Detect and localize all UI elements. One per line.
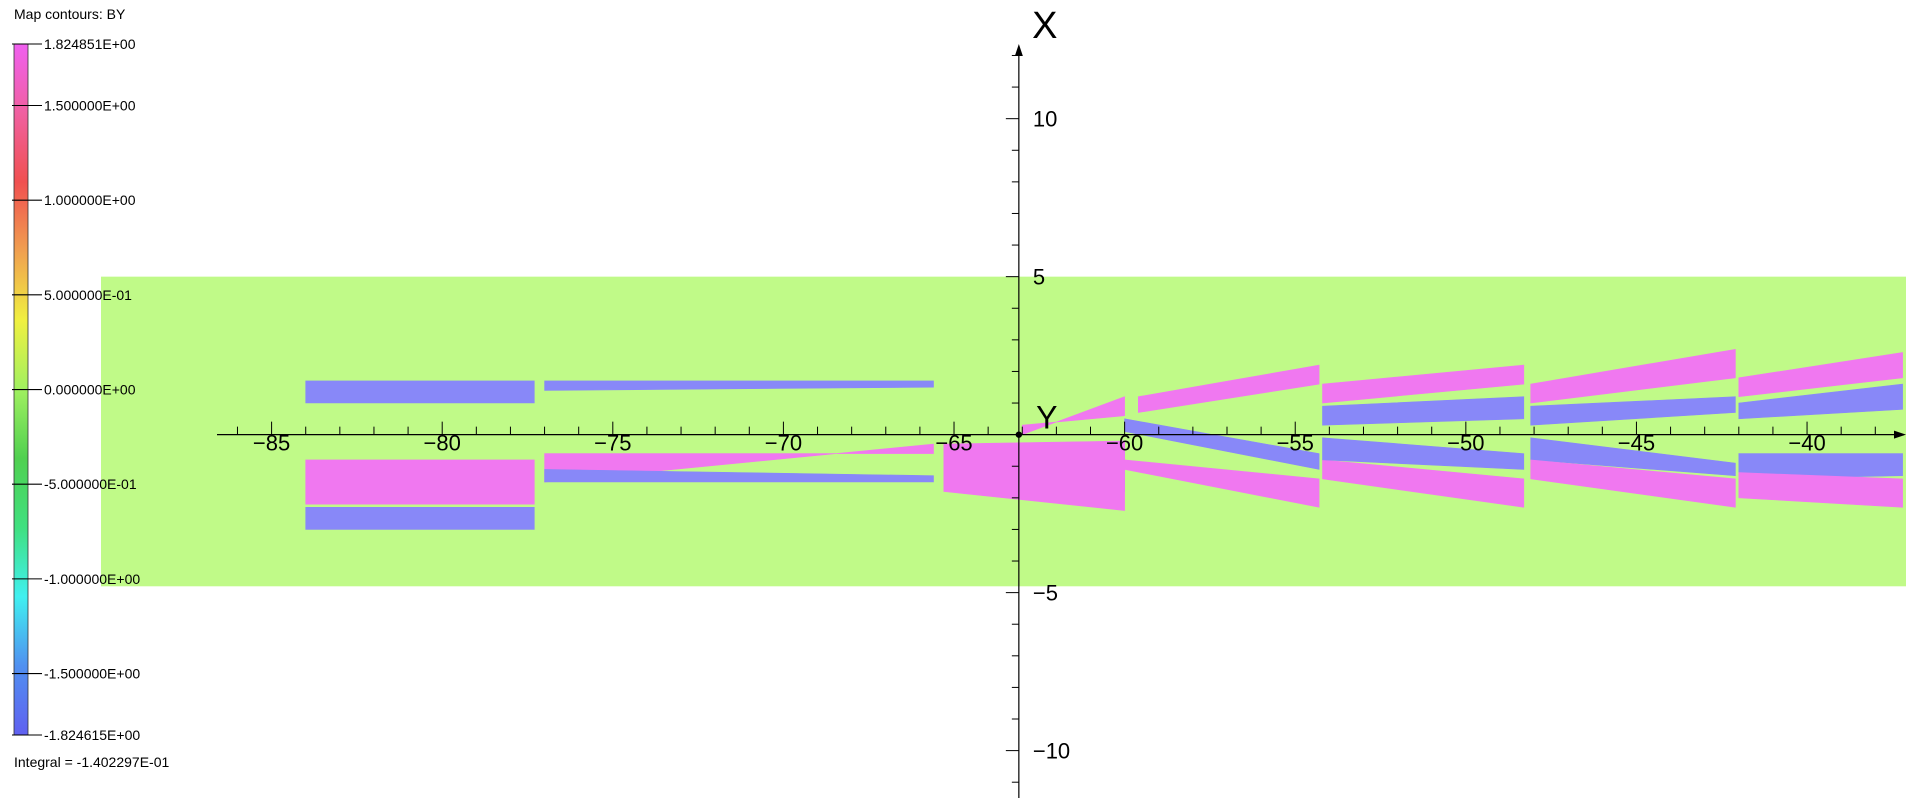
field-region-22 xyxy=(1738,453,1903,480)
field-region-19 xyxy=(1530,459,1736,508)
field-region-21 xyxy=(1738,383,1903,420)
field-region-16 xyxy=(1530,348,1736,404)
colorbar-label: 1.500000E+00 xyxy=(44,98,136,114)
field-region-7 xyxy=(943,440,1125,511)
y-axis-title: Y xyxy=(1036,400,1057,436)
field-region-13 xyxy=(1322,459,1525,508)
field-region-11 xyxy=(1138,364,1320,413)
x-axis-arrow xyxy=(1014,44,1023,56)
colorbar-label: 1.000000E+00 xyxy=(44,192,136,208)
colorbar-label: -1.000000E+00 xyxy=(44,571,140,587)
y-tick-label: −85 xyxy=(253,431,290,456)
color-legend: 1.824851E+00 1.500000E+00 1.000000E+00 5.00… xyxy=(12,36,140,743)
field-region-5 xyxy=(544,469,934,483)
field-region-2 xyxy=(305,506,535,530)
y-tick-label: −75 xyxy=(594,431,631,456)
colorbar-label: 0.000000E+00 xyxy=(44,382,136,398)
field-region-0 xyxy=(305,459,535,505)
field-region-23 xyxy=(1738,472,1903,508)
field-region-18 xyxy=(1530,437,1736,477)
x-tick-label: −10 xyxy=(1033,739,1070,764)
y-tick-label: −45 xyxy=(1618,431,1655,456)
x-tick-label: 5 xyxy=(1033,265,1045,290)
legend-title: Map contours: BY xyxy=(14,6,126,22)
field-region-15 xyxy=(1322,364,1525,404)
y-tick-label: −70 xyxy=(765,431,802,456)
integral-value: Integral = -1.402297E-01 xyxy=(14,754,170,770)
field-background xyxy=(100,276,1906,587)
y-tick-label: −80 xyxy=(424,431,461,456)
field-region-4 xyxy=(544,380,934,391)
y-tick-label: −65 xyxy=(935,431,972,456)
colorbar-label: -5.000000E-01 xyxy=(44,476,137,492)
field-region-17 xyxy=(1530,396,1736,426)
x-tick-label: −5 xyxy=(1033,581,1058,606)
axes-origin xyxy=(1015,431,1023,438)
y-tick-label: −40 xyxy=(1788,431,1825,456)
field-region-1 xyxy=(305,380,535,404)
x-tick-label: 10 xyxy=(1033,107,1057,132)
field-region-10 xyxy=(1124,459,1320,508)
field-region-14 xyxy=(1322,437,1525,470)
y-axis-arrow xyxy=(1894,430,1906,439)
field-region-20 xyxy=(1738,352,1903,398)
field-region-12 xyxy=(1322,396,1525,426)
y-tick-label: −60 xyxy=(1106,431,1143,456)
plot-axes: −85 −80 −75 −70 −65 −60 −55 −50 −45 −40 10 5 −5 −10 X Y xyxy=(217,5,1906,798)
colorbar-label: -1.824615E+00 xyxy=(44,727,140,743)
colorbar-label: -1.500000E+00 xyxy=(44,666,140,682)
y-tick-label: −50 xyxy=(1447,431,1484,456)
colorbar-label: 1.824851E+00 xyxy=(44,36,136,52)
contour-field xyxy=(100,276,1906,587)
y-tick-label: −55 xyxy=(1277,431,1314,456)
x-axis-title: X xyxy=(1032,5,1057,47)
colorbar-label: 5.000000E-01 xyxy=(44,287,132,303)
